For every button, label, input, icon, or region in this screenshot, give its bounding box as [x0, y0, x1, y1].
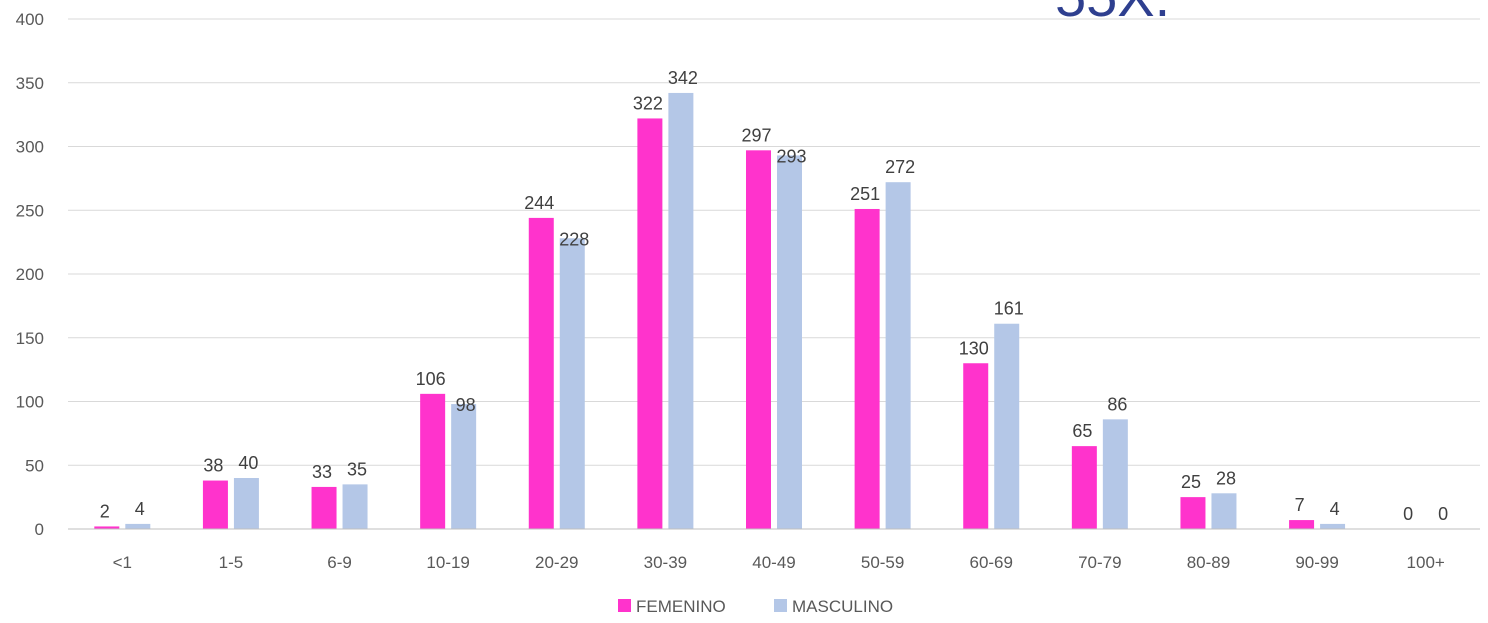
data-label-femenino: 244 [524, 193, 554, 213]
x-tick-label: 6-9 [327, 553, 352, 572]
data-label-masculino: 28 [1216, 468, 1236, 488]
bar-masculino [559, 238, 585, 530]
y-axis: 0 50 100 150 200 250 300 350 400 [16, 10, 44, 539]
y-tick-label: 250 [16, 201, 44, 220]
x-tick-label: 40-49 [752, 553, 795, 572]
y-tick-label: 200 [16, 265, 44, 284]
y-tick-label: 150 [16, 329, 44, 348]
legend-swatch [774, 599, 787, 612]
data-label-femenino: 130 [959, 338, 989, 358]
gridlines [68, 18, 1480, 466]
x-tick-label: 100+ [1407, 553, 1445, 572]
bar-masculino [668, 92, 694, 529]
bar-masculino [125, 523, 151, 529]
x-tick-label: 60-69 [969, 553, 1012, 572]
data-label-masculino: 4 [135, 499, 145, 519]
bar-femenino [854, 208, 880, 529]
legend-swatch [618, 599, 631, 612]
data-label-masculino: 86 [1107, 394, 1127, 414]
x-tick-label: 90-99 [1295, 553, 1338, 572]
data-label-femenino: 322 [633, 93, 663, 113]
bar-masculino [1211, 493, 1237, 529]
data-label-femenino: 106 [416, 369, 446, 389]
x-tick-label: 20-29 [535, 553, 578, 572]
bar-masculino [233, 478, 259, 529]
corner-heading-fragment: 55X. [1055, 0, 1170, 28]
bar-masculino [1102, 419, 1128, 529]
data-label-femenino: 2 [100, 501, 110, 521]
data-label-femenino: 0 [1403, 504, 1413, 524]
data-label-femenino: 38 [203, 456, 223, 476]
data-label-femenino: 251 [850, 184, 880, 204]
bar-femenino [1289, 520, 1315, 529]
x-axis: <1 1-5 6-9 10-19 20-29 30-39 40-49 50-59 60-69 70… [68, 528, 1480, 572]
data-label-masculino: 272 [885, 157, 915, 177]
bar-femenino [528, 217, 554, 529]
data-label-femenino: 25 [1181, 472, 1201, 492]
legend: FEMENINO MASCULINO [618, 597, 893, 616]
data-label-masculino: 293 [776, 146, 806, 166]
data-label-femenino: 65 [1072, 421, 1092, 441]
data-label-masculino: 0 [1438, 504, 1448, 524]
y-tick-label: 0 [35, 520, 44, 539]
x-tick-label: 10-19 [426, 553, 469, 572]
bar-masculino [885, 182, 911, 529]
data-label-femenino: 297 [741, 125, 771, 145]
y-tick-label: 100 [16, 393, 44, 412]
data-label-masculino: 35 [347, 459, 367, 479]
bar-femenino [637, 118, 663, 529]
legend-label: FEMENINO [636, 597, 726, 616]
x-tick-label: 50-59 [861, 553, 904, 572]
data-label-femenino: 33 [312, 462, 332, 482]
data-label-masculino: 161 [994, 299, 1024, 319]
legend-label: MASCULINO [792, 597, 893, 616]
x-tick-label: 1-5 [219, 553, 244, 572]
bar-femenino [963, 363, 989, 529]
bar-masculino [994, 323, 1020, 529]
bar-femenino [94, 526, 120, 529]
y-tick-label: 50 [25, 456, 44, 475]
data-label-masculino: 4 [1330, 499, 1340, 519]
bar-masculino [777, 155, 802, 530]
x-tick-label: <1 [113, 553, 132, 572]
bar-masculino [342, 484, 368, 529]
data-label-masculino: 228 [559, 229, 589, 249]
bar-femenino [746, 150, 771, 529]
bar-femenino [1071, 446, 1097, 529]
data-label-masculino: 40 [238, 453, 258, 473]
bar-masculino [1320, 523, 1346, 529]
bar-masculino [451, 404, 477, 529]
bar-femenino [1180, 497, 1206, 529]
data-label-femenino: 7 [1295, 495, 1305, 515]
bar-femenino [420, 393, 446, 529]
x-tick-label: 80-89 [1187, 553, 1230, 572]
y-tick-label: 300 [16, 138, 44, 157]
bar-femenino [202, 480, 228, 529]
bars [94, 92, 1346, 530]
data-label-masculino: 342 [668, 68, 698, 88]
x-tick-label: 30-39 [644, 553, 687, 572]
y-tick-label: 350 [16, 74, 44, 93]
data-label-masculino: 98 [456, 395, 476, 415]
x-tick-label: 70-79 [1078, 553, 1121, 572]
y-tick-label: 400 [16, 10, 44, 29]
data-labels: 2 438 40 33 35106982442283223422972932512721… [100, 68, 1448, 524]
bar-femenino [311, 486, 337, 529]
